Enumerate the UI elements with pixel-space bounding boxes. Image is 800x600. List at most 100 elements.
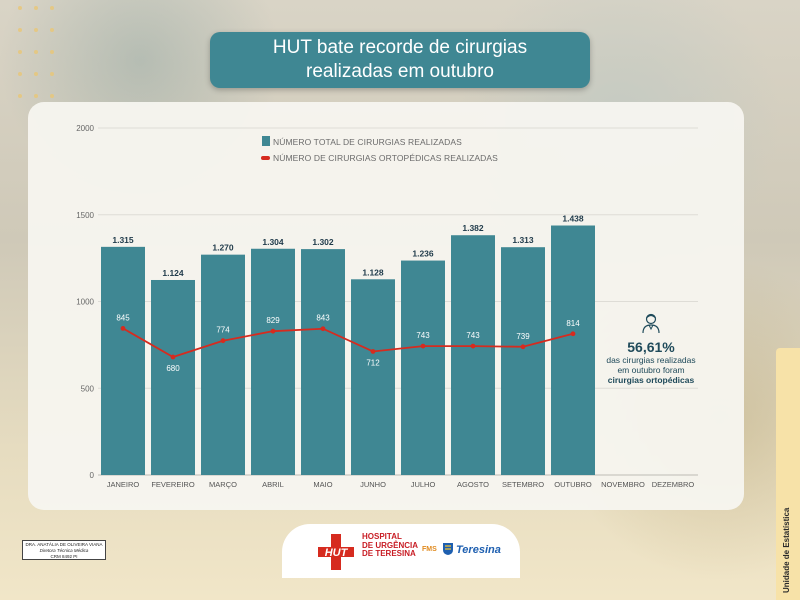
decorative-dot bbox=[18, 28, 22, 32]
line-point bbox=[270, 328, 276, 334]
hospital-name: HOSPITAL DE URGÊNCIA DE TERESINA bbox=[362, 532, 419, 559]
line-point bbox=[570, 331, 576, 337]
decorative-dot bbox=[50, 28, 54, 32]
legend-bar-label: NÚMERO TOTAL DE CIRURGIAS REALIZADAS bbox=[273, 137, 462, 147]
line-value-label: 814 bbox=[566, 319, 580, 328]
decorative-dot bbox=[34, 28, 38, 32]
bar bbox=[101, 246, 145, 475]
decorative-dot bbox=[18, 6, 22, 10]
line-value-label: 774 bbox=[216, 326, 230, 335]
x-tick-label: OUTUBRO bbox=[554, 480, 592, 489]
bar-value-label: 1.128 bbox=[362, 267, 384, 277]
legend-line-label: NÚMERO DE CIRURGIAS ORTOPÉDICAS REALIZAD… bbox=[273, 153, 498, 163]
x-tick-label: MARÇO bbox=[209, 480, 237, 489]
line-point bbox=[520, 344, 526, 350]
line-point bbox=[370, 349, 376, 354]
bar bbox=[451, 235, 495, 475]
bar bbox=[501, 247, 545, 475]
line-value-label: 845 bbox=[116, 313, 130, 322]
legend-bar-swatch bbox=[262, 136, 270, 146]
decorative-dot bbox=[50, 94, 54, 98]
decorative-dot bbox=[18, 94, 22, 98]
side-tab-text: Unidade de Estatística bbox=[782, 507, 791, 593]
decorative-dot bbox=[50, 72, 54, 76]
hospital-line-3: DE TERESINA bbox=[362, 549, 416, 558]
bar-value-label: 1.124 bbox=[162, 268, 184, 278]
line-value-label: 829 bbox=[266, 316, 280, 325]
line-value-label: 743 bbox=[466, 331, 480, 340]
bar-value-label: 1.315 bbox=[112, 235, 134, 245]
line-point bbox=[420, 343, 426, 349]
x-tick-label: SETEMBRO bbox=[502, 480, 544, 489]
callout-line-3: cirurgias ortopédicas bbox=[607, 375, 695, 385]
bar-value-label: 1.304 bbox=[262, 237, 284, 247]
bar-value-label: 1.270 bbox=[212, 243, 234, 253]
y-tick-label: 1500 bbox=[76, 211, 94, 220]
chart-svg: 0 500 1000 1500 2000 1.315 1.124 1.270 1.304 1.30… bbox=[76, 124, 698, 489]
line-value-label: 743 bbox=[416, 331, 430, 340]
bar-value-label: 1.382 bbox=[462, 223, 484, 233]
y-tick-label: 0 bbox=[90, 471, 95, 480]
hospital-line-2: DE URGÊNCIA bbox=[362, 540, 419, 550]
title-banner: HUT bate recorde de cirurgias realizadas… bbox=[210, 32, 590, 88]
bar bbox=[151, 279, 195, 475]
side-tab: Unidade de Estatística bbox=[776, 348, 800, 600]
bar-value-label: 1.302 bbox=[312, 237, 334, 247]
signature-name: DRA. ANATÁLIA DE OLIVEIRA VIANA bbox=[25, 542, 103, 547]
signature-stamp: DRA. ANATÁLIA DE OLIVEIRA VIANA Diretora… bbox=[22, 540, 106, 560]
decorative-dot bbox=[18, 72, 22, 76]
decorative-dot bbox=[50, 50, 54, 54]
bar-value-label: 1.236 bbox=[412, 249, 434, 259]
x-tick-label: FEVEREIRO bbox=[151, 480, 195, 489]
x-tick-label: JUNHO bbox=[360, 480, 386, 489]
hut-badge-text: HUT bbox=[325, 547, 349, 559]
bar bbox=[551, 225, 595, 475]
teresina-logo: Teresina bbox=[456, 544, 501, 556]
y-tick-label: 500 bbox=[81, 384, 95, 393]
bar-value-label: 1.438 bbox=[562, 214, 584, 224]
line-value-label: 739 bbox=[516, 332, 530, 341]
line-value-label: 680 bbox=[166, 364, 180, 373]
x-tick-label: ABRIL bbox=[262, 480, 284, 489]
hospital-line-1: HOSPITAL bbox=[362, 532, 402, 541]
bar bbox=[201, 254, 245, 475]
x-tick-label: AGOSTO bbox=[457, 480, 489, 489]
signature-crm: CRM 8492 PI bbox=[50, 554, 78, 559]
footer-logos: HUT HOSPITAL DE URGÊNCIA DE TERESINA FMS… bbox=[282, 524, 520, 578]
signature-role: Diretora Técnica Médica bbox=[39, 548, 89, 553]
line-value-label: 843 bbox=[316, 314, 330, 323]
bar bbox=[351, 279, 395, 475]
line-point bbox=[120, 325, 126, 331]
y-tick-label: 2000 bbox=[76, 124, 94, 133]
teresina-crest-icon bbox=[443, 543, 453, 555]
decorative-dot bbox=[50, 6, 54, 10]
x-tick-label: JANEIRO bbox=[107, 480, 140, 489]
line-point bbox=[470, 343, 476, 349]
fms-logo: FMS bbox=[422, 546, 437, 553]
chart-card: 0 500 1000 1500 2000 1.315 1.124 1.270 1.304 1.30… bbox=[28, 102, 744, 510]
x-tick-label: DEZEMBRO bbox=[652, 480, 695, 489]
decorative-dots bbox=[18, 6, 68, 106]
line-point bbox=[320, 326, 326, 332]
line-series bbox=[122, 327, 574, 358]
line-point bbox=[170, 354, 176, 360]
doctor-icon bbox=[642, 313, 660, 334]
hut-logo-icon: HUT bbox=[318, 534, 354, 570]
legend-line-swatch bbox=[261, 156, 270, 160]
callout-line-2: em outubro foram bbox=[617, 365, 685, 375]
decorative-dot bbox=[34, 50, 38, 54]
x-tick-label: MAIO bbox=[313, 480, 332, 489]
bar bbox=[251, 248, 295, 475]
decorative-dot bbox=[34, 72, 38, 76]
callout-line-1: das cirurgias realizadas bbox=[606, 355, 696, 365]
decorative-dot bbox=[34, 94, 38, 98]
bar bbox=[401, 260, 445, 475]
decorative-dot bbox=[18, 50, 22, 54]
line-point bbox=[220, 338, 226, 344]
decorative-dot bbox=[34, 6, 38, 10]
x-tick-label: NOVEMBRO bbox=[601, 480, 645, 489]
x-tick-label: JULHO bbox=[411, 480, 436, 489]
line-value-label: 712 bbox=[366, 358, 380, 367]
title-line-2: realizadas em outubro bbox=[306, 61, 494, 82]
y-tick-label: 1000 bbox=[76, 298, 94, 307]
